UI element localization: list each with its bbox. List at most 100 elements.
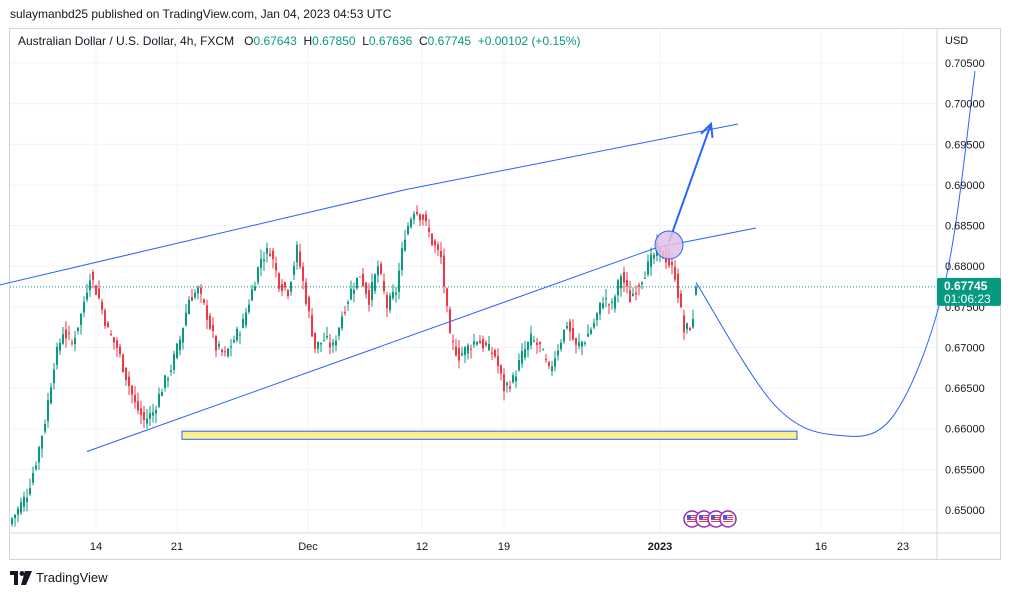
candle-body [65, 329, 67, 339]
candle-body [536, 342, 538, 345]
candle-body [686, 323, 688, 330]
candle-body [497, 356, 499, 367]
current-price-label: 0.67745 [944, 279, 988, 293]
candle-body [542, 349, 544, 351]
candle-body [557, 350, 559, 356]
candle-body [329, 342, 331, 348]
tradingview-brand[interactable]: TradingView [10, 570, 108, 585]
candle-body [89, 280, 91, 291]
drawings [0, 71, 976, 452]
candle-body [161, 391, 163, 397]
chart-legend: Australian Dollar / U.S. Dollar, 4h, FXC… [18, 34, 580, 48]
candle-body [92, 271, 94, 281]
candle-body [149, 413, 151, 419]
candle-body [470, 348, 472, 350]
candle-body [425, 214, 427, 222]
candle-body [428, 227, 430, 232]
candle-body [677, 273, 679, 298]
candle-body [260, 258, 262, 268]
flag-stripe [687, 519, 697, 520]
candle-body [632, 293, 634, 296]
candle-body [104, 310, 106, 327]
candle-body [311, 315, 313, 337]
candle-body [146, 418, 148, 424]
candle-body [275, 263, 277, 271]
candle-body [683, 315, 685, 333]
candle-body [320, 342, 322, 345]
candle-body [44, 423, 46, 432]
candle-body [77, 327, 79, 331]
candle-body [611, 301, 613, 303]
price-tick-label: 0.68500 [945, 221, 985, 233]
candle-body [140, 408, 142, 416]
candle-body [404, 239, 406, 251]
candle-body [155, 410, 157, 414]
candle-body [305, 282, 307, 304]
candle-body [71, 342, 73, 344]
candle-body [365, 282, 367, 294]
price-tick-label: 0.67000 [945, 342, 985, 354]
candle-body [434, 240, 436, 246]
candle-body [347, 302, 349, 304]
candle-body [458, 347, 460, 361]
candle-body [590, 329, 592, 334]
candle-body [287, 290, 289, 297]
candle-body [299, 251, 301, 267]
candle-body [581, 341, 583, 347]
candle-body [257, 267, 259, 283]
candle-body [476, 342, 478, 345]
candle-body [179, 339, 181, 351]
candle-body [455, 346, 457, 356]
flag-canton [687, 515, 691, 519]
candle-body [671, 261, 673, 265]
candle-body [233, 339, 235, 343]
candle-body [626, 279, 628, 287]
time-tick-label: 14 [90, 541, 102, 553]
open-value: 0.67643 [253, 34, 297, 48]
candle-body [623, 272, 625, 283]
candle-body [317, 341, 319, 349]
candle-body [86, 292, 88, 300]
support-zone [181, 430, 798, 440]
candle-body [605, 298, 607, 300]
candle-body [95, 285, 97, 295]
candle-body [689, 327, 691, 331]
candle-body [41, 436, 43, 449]
candle-body [653, 254, 655, 259]
candle-body [647, 261, 649, 275]
flag-stripe [699, 517, 709, 518]
candle-body [332, 342, 334, 346]
candle-body [152, 412, 154, 416]
candle-body [296, 244, 298, 263]
candle-body [452, 340, 454, 342]
time-tick-label: 23 [897, 541, 909, 553]
candle-body [11, 518, 13, 525]
candle-body [26, 497, 28, 503]
candle-body [494, 350, 496, 357]
projection-arrow-head [700, 121, 714, 138]
candle-body [335, 340, 337, 346]
candle-body [641, 282, 643, 285]
flag-stripe [687, 521, 697, 522]
candle-body [269, 253, 271, 257]
candle-body [218, 344, 220, 347]
candle-body [446, 288, 448, 307]
candle-body [440, 250, 442, 258]
candle-body [17, 508, 19, 515]
flag-stripe [723, 519, 733, 520]
candle-body [566, 326, 568, 329]
candle-body [59, 342, 61, 351]
candle-body [119, 346, 121, 355]
candle-body [629, 290, 631, 303]
candle-body [668, 255, 670, 266]
candle-body [644, 277, 646, 279]
candle-body [578, 342, 580, 347]
close-key: C [418, 34, 428, 48]
candle-body [620, 276, 622, 289]
candle-body [383, 281, 385, 292]
candle-body [158, 394, 160, 407]
candle-body [596, 313, 598, 321]
candle-body [491, 352, 493, 354]
candle-body [413, 213, 415, 220]
